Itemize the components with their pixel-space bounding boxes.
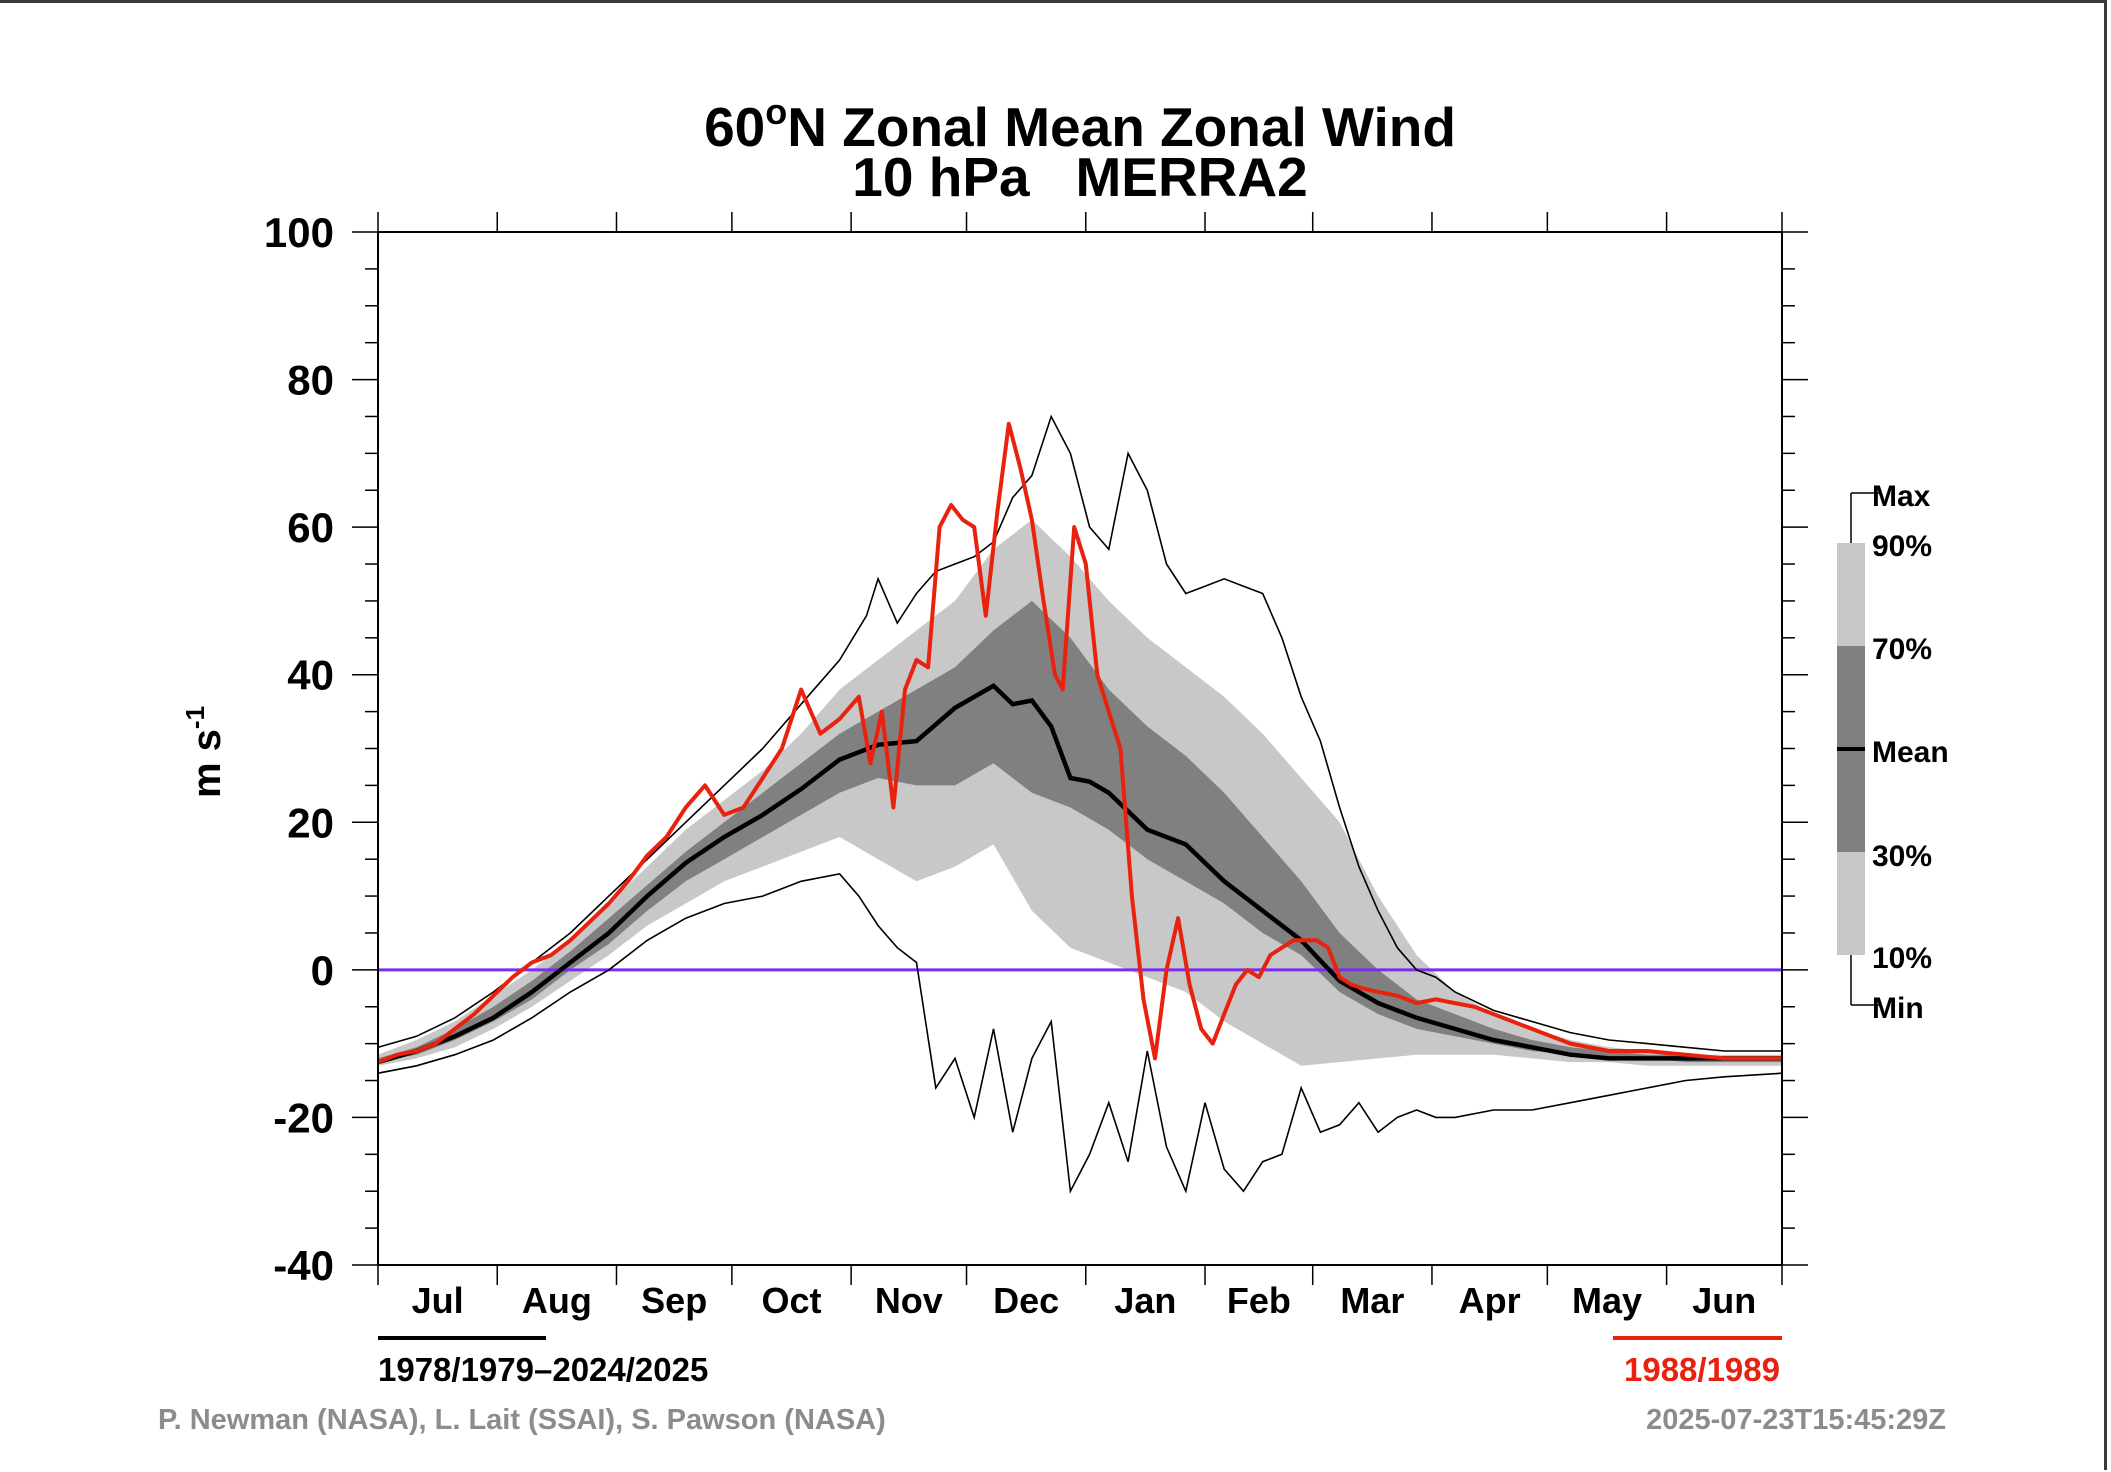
highlight-label: 1988/1989	[1624, 1351, 1780, 1388]
y-tick-label: 80	[287, 357, 334, 404]
y-tick-label: 0	[311, 947, 334, 994]
y-tick-label: 40	[287, 652, 334, 699]
legend-label-p10: 10%	[1872, 942, 1932, 975]
chart-subtitle: 10 hPa MERRA2	[852, 146, 1307, 208]
y-tick-label: 100	[264, 209, 334, 256]
y-axis-label: m s-1	[180, 706, 229, 798]
x-tick-label: Feb	[1227, 1280, 1291, 1321]
x-tick-label: May	[1572, 1280, 1642, 1321]
series-min-line	[377, 873, 1783, 1194]
band-30-70	[378, 600, 1782, 1063]
y-tick-label: -20	[273, 1094, 334, 1141]
legend-label-max: Max	[1872, 480, 1931, 513]
x-tick-label: Aug	[522, 1280, 592, 1321]
x-tick-label: Jan	[1114, 1280, 1176, 1321]
x-tick-label: Jul	[412, 1280, 464, 1321]
x-tick-label: Apr	[1459, 1280, 1521, 1321]
legend-swatch-10-30	[1837, 852, 1865, 955]
timestamp: 2025-07-23T15:45:29Z	[1646, 1404, 1946, 1436]
x-tick-label: Mar	[1340, 1280, 1404, 1321]
x-tick-label: Nov	[875, 1280, 943, 1321]
series-mean-line	[377, 683, 1782, 1065]
y-tick-label: 60	[287, 504, 334, 551]
legend-swatch-70-90	[1837, 543, 1865, 646]
legend-label-p30: 30%	[1872, 840, 1932, 873]
legend-label-p70: 70%	[1872, 633, 1932, 666]
x-tick-label: Dec	[993, 1280, 1059, 1321]
legend-label-mean: Mean	[1872, 736, 1949, 769]
legend-label-p90: 90%	[1872, 530, 1932, 563]
chart-title: 60oN Zonal Mean Zonal Wind	[704, 91, 1456, 158]
credits: P. Newman (NASA), L. Lait (SSAI), S. Paw…	[158, 1404, 886, 1436]
x-tick-label: Jun	[1692, 1280, 1756, 1321]
x-tick-label: Oct	[761, 1280, 821, 1321]
series-1988-1989-line	[377, 421, 1782, 1064]
climatology-label: 1978/1979–2024/2025	[378, 1351, 708, 1388]
x-tick-label: Sep	[641, 1280, 707, 1321]
y-tick-label: 20	[287, 799, 334, 846]
y-tick-label: -40	[273, 1242, 334, 1289]
legend-label-min: Min	[1872, 992, 1924, 1025]
